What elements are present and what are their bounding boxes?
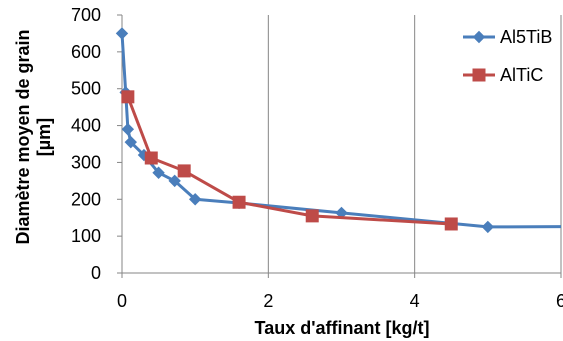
legend-entry-Al5TiB: Al5TiB	[463, 27, 552, 47]
point-Al5TiB-5	[152, 166, 165, 179]
x-axis-title: Taux d'affinant [kg/t]	[255, 318, 430, 338]
grid-lines	[267, 15, 562, 273]
point-Al5TiB-6	[168, 174, 181, 188]
y-tick-label-3: 300	[71, 152, 101, 172]
point-AlTiC-3	[232, 195, 246, 209]
series-line-Al5TiB	[120, 33, 562, 229]
y-tick-label-7: 700	[71, 5, 101, 25]
series-AlTiC	[121, 90, 458, 231]
point-AlTiC-0	[121, 90, 135, 104]
x-tick-label-1: 2	[263, 291, 273, 311]
y-tick-label-0: 0	[91, 263, 101, 283]
y-tick-label-1: 100	[71, 226, 101, 246]
series-layer	[115, 27, 562, 234]
y-axis-title-line2: [µm]	[34, 118, 54, 156]
legend-entry-AlTiC: AlTiC	[463, 65, 543, 85]
x-tick-label-2: 4	[410, 291, 420, 311]
y-axis-title-group: Diamètre moyen de grain [µm]	[13, 29, 54, 244]
x-tick-label-3: 6	[556, 291, 563, 311]
y-tick-label-6: 600	[71, 42, 101, 62]
legend-marker-AlTiC	[472, 68, 486, 82]
x-tick-label-0: 0	[117, 291, 127, 311]
axes	[117, 14, 562, 278]
legend-label-Al5TiB: Al5TiB	[500, 27, 552, 47]
point-Al5TiB-10	[481, 220, 495, 234]
legend-marker-Al5TiB	[472, 30, 486, 44]
point-AlTiC-2	[177, 164, 191, 178]
y-tick-label-2: 200	[71, 189, 101, 209]
point-AlTiC-5	[444, 217, 458, 231]
point-Al5TiB-7	[188, 193, 202, 206]
point-Al5TiB-3	[124, 135, 137, 149]
tick-labels: 0 100 200 300 400 500 600 700 0 2 4 6	[71, 5, 563, 311]
y-axis-title-line1: Diamètre moyen de grain	[13, 29, 33, 244]
point-Al5TiB-0	[115, 27, 129, 40]
point-AlTiC-4	[305, 209, 319, 223]
legend: Al5TiB AlTiC	[463, 27, 552, 85]
series-Al5TiB	[115, 27, 562, 234]
y-tick-label-5: 500	[71, 79, 101, 99]
legend-label-AlTiC: AlTiC	[500, 65, 543, 85]
point-AlTiC-1	[144, 151, 158, 165]
y-tick-label-4: 400	[71, 116, 101, 136]
point-Al5TiB-2	[121, 123, 135, 136]
series-line-AlTiC	[126, 96, 452, 226]
